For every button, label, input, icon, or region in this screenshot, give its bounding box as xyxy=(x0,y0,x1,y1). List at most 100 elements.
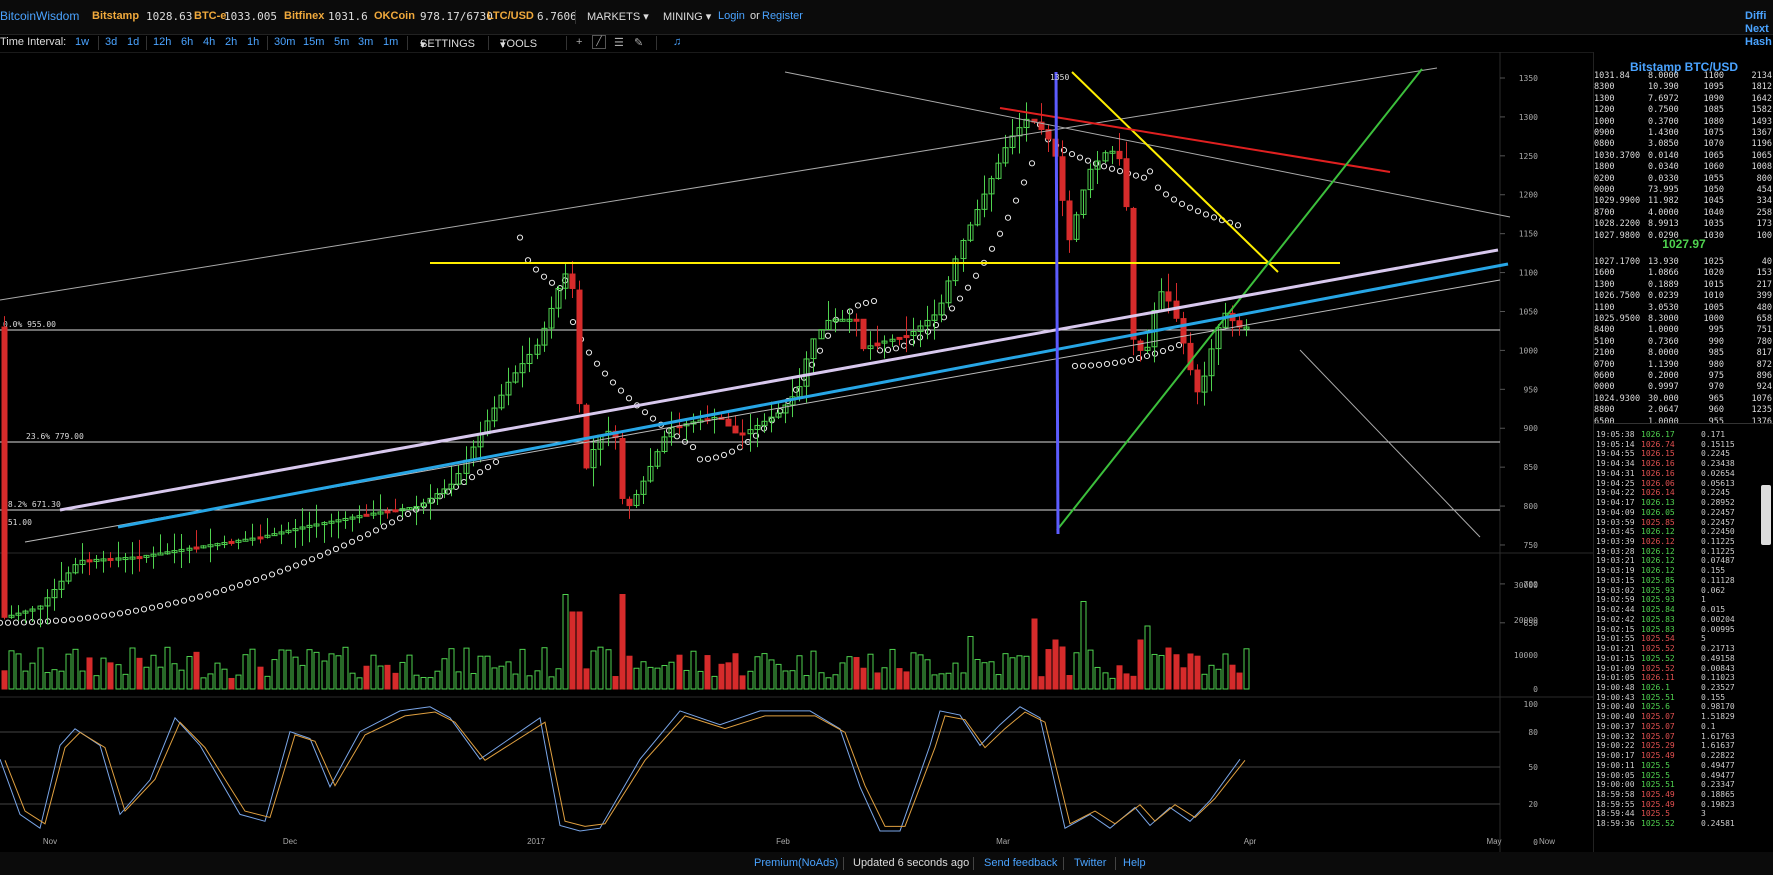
last-price: 1027.97 xyxy=(1662,237,1706,251)
candle-body xyxy=(1102,152,1109,162)
sar-dot xyxy=(1167,345,1175,352)
volume-bar xyxy=(207,673,214,690)
volume-bar xyxy=(505,661,512,690)
difficulty-link[interactable]: Diffi xyxy=(1745,10,1767,22)
volume-bar xyxy=(392,672,399,690)
trades-scrollbar[interactable] xyxy=(1761,485,1771,545)
interval-1d[interactable]: 1d xyxy=(127,36,140,48)
sar-dot xyxy=(1012,197,1020,204)
interval-1m[interactable]: 1m xyxy=(383,36,399,48)
sar-dot xyxy=(641,409,649,416)
candle-body xyxy=(654,451,661,467)
bid-row-cell: 780 xyxy=(1756,336,1772,347)
volume-bar xyxy=(1236,672,1243,690)
ticker-ltcusd-label[interactable]: LTC/USD xyxy=(487,10,534,22)
trade-cell: 0.015 xyxy=(1701,605,1726,615)
next-link[interactable]: Next xyxy=(1745,23,1769,35)
pen-tool-icon[interactable]: ✎ xyxy=(634,37,644,49)
price-tick-label: 650 xyxy=(1524,619,1539,628)
candle-body xyxy=(72,564,79,574)
candle-body xyxy=(100,558,107,562)
volume-bar xyxy=(683,669,690,690)
ticker-bitstamp-label[interactable]: Bitstamp xyxy=(92,10,140,22)
volume-bar xyxy=(65,653,72,690)
brand-logo[interactable]: BitcoinWisdom xyxy=(0,9,80,23)
interval-30m[interactable]: 30m xyxy=(274,36,296,48)
register-link[interactable]: Register xyxy=(762,10,803,22)
send-feedback-link[interactable]: Send feedback xyxy=(984,857,1058,869)
ticker-okcoin-label[interactable]: OKCoin xyxy=(374,10,415,22)
volume-bar xyxy=(775,663,782,690)
candle-body xyxy=(178,548,185,552)
candle-body xyxy=(505,381,512,396)
bid-row-cell: 8400 xyxy=(1594,325,1615,336)
twitter-link[interactable]: Twitter xyxy=(1074,857,1107,869)
interval-5m[interactable]: 5m xyxy=(334,36,350,48)
interval-12h[interactable]: 12h xyxy=(153,36,172,48)
help-link[interactable]: Help xyxy=(1123,857,1146,869)
volume-bar xyxy=(115,664,122,690)
markets-menu[interactable]: MARKETS ▾ xyxy=(587,10,649,23)
candle-body xyxy=(526,353,533,365)
bid-row-cell: 970 xyxy=(1708,382,1724,393)
ask-row-cell: 1085 xyxy=(1703,105,1724,116)
candle-body xyxy=(1215,327,1222,350)
volume-bar xyxy=(1080,601,1087,690)
ticker-bitfinex-label[interactable]: Bitfinex xyxy=(284,10,325,22)
volume-bar xyxy=(782,670,789,690)
candle-body xyxy=(548,307,555,329)
sar-dot xyxy=(316,552,324,559)
sar-dot xyxy=(20,619,28,626)
bid-row-cell: 955 xyxy=(1708,416,1724,427)
interval-1h[interactable]: 1h xyxy=(247,36,260,48)
interval-2h[interactable]: 2h xyxy=(225,36,238,48)
volume-bar xyxy=(221,668,228,690)
premium-link[interactable]: Premium(NoAds) xyxy=(754,857,839,869)
interval-3d[interactable]: 3d xyxy=(105,36,118,48)
oscillator-tick-label: 20 xyxy=(1528,800,1538,809)
candle-body xyxy=(171,550,178,554)
interval-6h[interactable]: 6h xyxy=(181,36,194,48)
mining-menu[interactable]: MINING ▾ xyxy=(663,10,711,23)
candle-body xyxy=(775,412,782,418)
line-tool-icon[interactable]: ╱ xyxy=(592,35,606,49)
trade-cell: 0.19823 xyxy=(1701,799,1735,809)
hline-tool-icon[interactable]: ☰ xyxy=(614,37,624,49)
bid-row-cell: 1235 xyxy=(1751,405,1772,416)
volume-bar xyxy=(747,670,754,690)
interval-1w[interactable]: 1w xyxy=(75,36,90,48)
trade-cell: 19:02:15 xyxy=(1596,624,1635,634)
crosshair-tool-icon[interactable]: + xyxy=(576,36,583,48)
candle-body xyxy=(1236,320,1243,328)
volume-bar xyxy=(1180,667,1187,690)
candle-body xyxy=(136,556,143,560)
price-tick-label: 900 xyxy=(1524,424,1539,433)
sar-dot xyxy=(884,346,892,353)
price-chart[interactable]: 0.0% 955.00 23.6% 779.00 38.2% 671.30 65… xyxy=(0,52,1593,852)
ticker-btce-label[interactable]: BTC-e xyxy=(194,10,227,22)
interval-3m[interactable]: 3m xyxy=(358,36,374,48)
candle-body xyxy=(1201,375,1208,393)
volume-bar xyxy=(583,668,590,690)
trade-cell: 18:59:36 xyxy=(1596,819,1635,829)
trade-cell: 18:59:44 xyxy=(1596,809,1635,819)
login-link[interactable]: Login xyxy=(718,10,745,22)
ask-row-cell: 1075 xyxy=(1703,128,1724,138)
order-book-title: Bitstamp BTC/USD xyxy=(1629,60,1738,74)
interval-4h[interactable]: 4h xyxy=(203,36,216,48)
bid-row-cell: 872 xyxy=(1756,359,1772,370)
candle-body xyxy=(889,338,896,342)
volume-bar xyxy=(945,672,952,690)
trade-cell: 19:04:55 xyxy=(1596,449,1635,459)
sar-dot xyxy=(84,614,92,621)
volume-bar xyxy=(249,648,256,690)
candle-body xyxy=(1243,326,1250,330)
sar-dot xyxy=(1186,204,1194,211)
markets-label: MARKETS xyxy=(587,11,641,23)
alert-bell-icon[interactable]: ♫ xyxy=(673,36,682,48)
trade-cell: 19:00:17 xyxy=(1596,751,1635,761)
candle-body xyxy=(555,288,562,309)
hashrate-link[interactable]: Hash xyxy=(1745,36,1772,48)
interval-15m[interactable]: 15m xyxy=(303,36,325,48)
ask-row-cell: 1045 xyxy=(1703,196,1724,207)
